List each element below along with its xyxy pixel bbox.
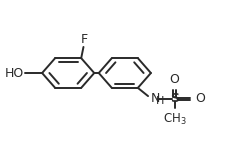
Text: $\mathregular{CH_3}$: $\mathregular{CH_3}$	[163, 111, 186, 127]
Text: N: N	[151, 92, 160, 105]
Text: O: O	[170, 73, 180, 86]
Text: S: S	[170, 92, 179, 105]
Text: O: O	[195, 92, 205, 105]
Text: H: H	[156, 96, 164, 106]
Text: HO: HO	[5, 67, 24, 79]
Text: F: F	[81, 33, 88, 46]
